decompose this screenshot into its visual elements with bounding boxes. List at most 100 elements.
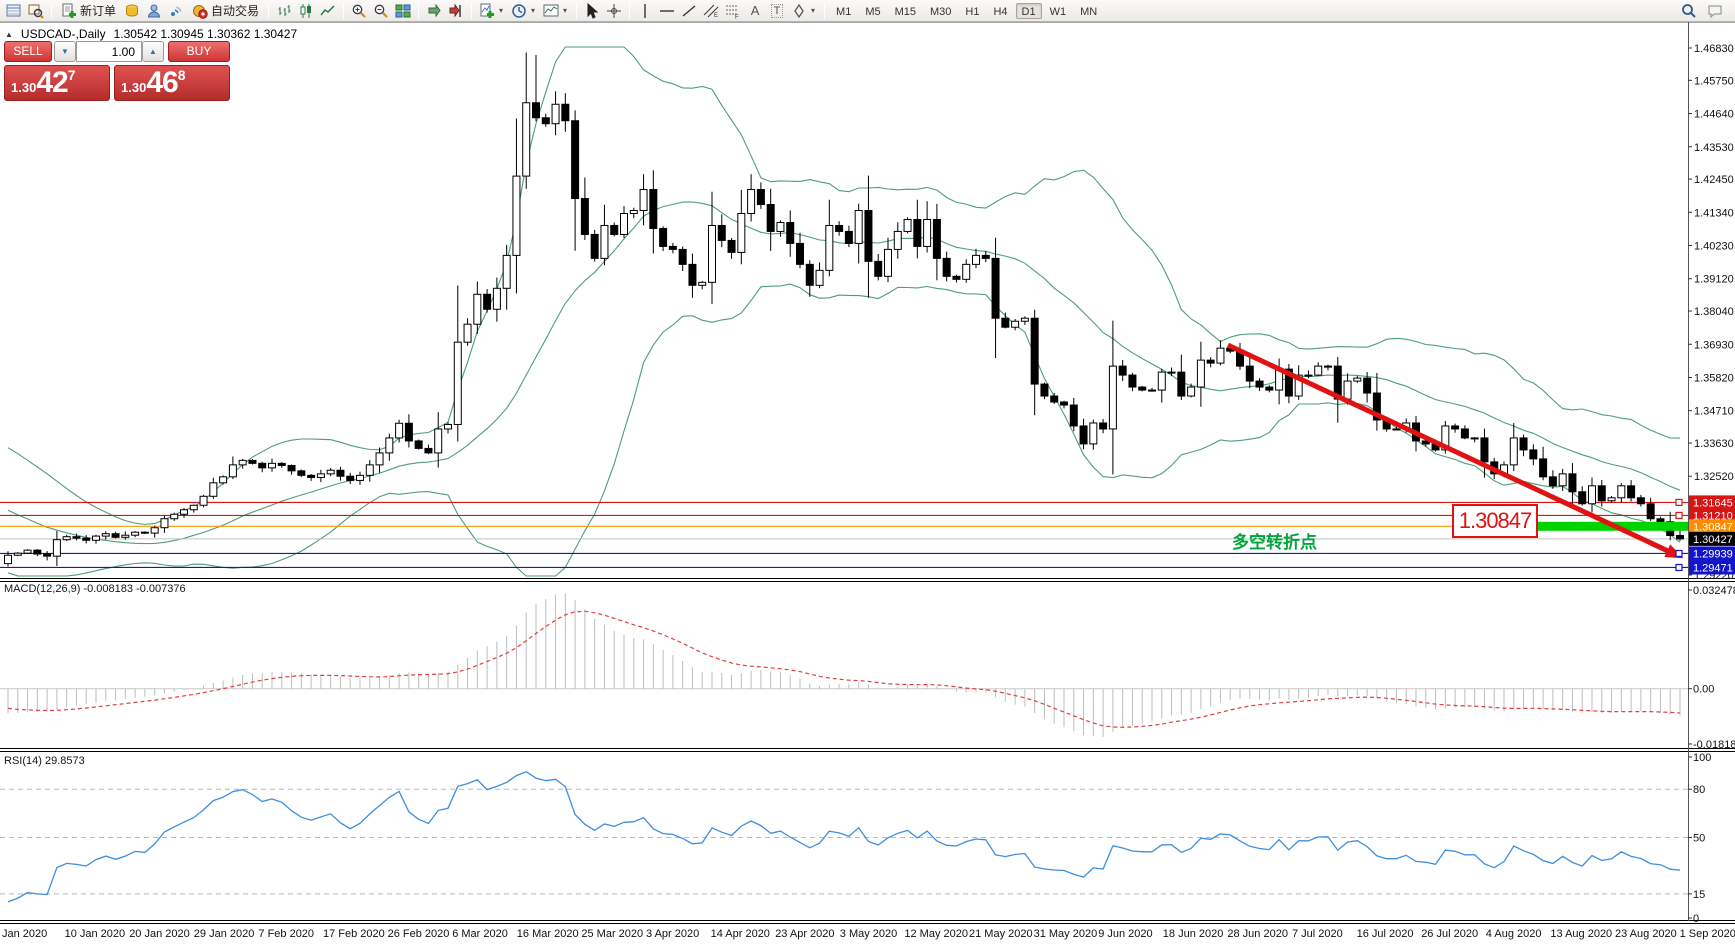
tab-timeframe-m30[interactable]: M30 <box>930 5 952 18</box>
sell-button[interactable]: SELL <box>4 41 52 62</box>
profile-icon[interactable] <box>144 2 164 20</box>
horizontal-line-tool-icon[interactable] <box>657 2 677 20</box>
buy-price-big: 46 <box>146 66 178 99</box>
data-window-icon[interactable] <box>26 2 46 20</box>
date-axis[interactable]: Jan 2020 10 Jan 2020 20 Jan 2020 29 Jan 202… <box>2 928 1735 940</box>
pane-borders <box>0 22 1735 924</box>
tab-timeframe-m5[interactable]: M5 <box>865 5 881 18</box>
equidistant-channel-tool-icon[interactable]: E <box>701 2 721 20</box>
svg-text:1.30427: 1.30427 <box>1693 534 1733 546</box>
symbol-info-bar[interactable]: ▲ USDCAD-,Daily 1.30542 1.30945 1.30362 … <box>5 27 297 41</box>
new-order-button[interactable]: 新订单 <box>57 2 120 20</box>
candlestick-mode-icon[interactable] <box>296 2 316 20</box>
zoom-in-icon[interactable] <box>349 2 369 20</box>
x-date-label: 21 May 2020 <box>969 928 1033 940</box>
macd-signal-line <box>7 610 1681 728</box>
macd-indicator-label: MACD(12,26,9) -0.008183 -0.007376 <box>4 583 186 595</box>
line-chart-mode-icon[interactable] <box>318 2 338 20</box>
text-label-tool-icon[interactable]: T <box>767 2 787 20</box>
trendline-tool-icon[interactable] <box>679 2 699 20</box>
line-handles[interactable] <box>1675 498 1683 572</box>
tab-timeframe-h1[interactable]: H1 <box>965 5 980 18</box>
crosshair-tool-icon[interactable] <box>604 2 624 20</box>
new-order-icon <box>62 3 76 18</box>
price-axis[interactable]: 1.46830 1.45750 1.44640 1.43530 1.42450 1.413… <box>1688 43 1735 582</box>
tab-timeframe-h4[interactable]: H4 <box>993 5 1008 18</box>
toolbar-separator <box>471 2 473 19</box>
auto-scroll-icon[interactable] <box>424 2 444 20</box>
vertical-line-tool-icon[interactable] <box>635 2 655 20</box>
search-icon[interactable] <box>1679 2 1699 20</box>
y-tick-label: 1.39120 <box>1694 274 1734 286</box>
chart-shift-icon[interactable] <box>446 2 466 20</box>
price-label-1.31210: 1.31210 <box>1689 508 1735 523</box>
svg-text:1.29471: 1.29471 <box>1693 562 1733 574</box>
x-date-label: 31 May 2020 <box>1034 928 1098 940</box>
tab-timeframe-d1[interactable]: D1 <box>1015 2 1042 19</box>
text-tool-icon[interactable]: A <box>750 3 760 18</box>
chart-canvas[interactable]: 1.46830 1.45750 1.44640 1.43530 1.42450 1.413… <box>0 22 1735 946</box>
tab-timeframe-m15[interactable]: M15 <box>894 5 916 18</box>
tab-timeframe-m1[interactable]: M1 <box>836 5 852 18</box>
y-tick-label: 1.45750 <box>1694 75 1734 87</box>
tile-windows-icon[interactable] <box>393 2 413 20</box>
sell-price-display[interactable]: 1.30 42 7 <box>4 65 110 101</box>
fibonacci-tool-icon[interactable]: F <box>723 2 743 20</box>
volume-increase-button[interactable]: ▲ <box>142 41 164 62</box>
x-date-label: 7 Feb 2020 <box>258 928 314 940</box>
rsi-tick-label: 100 <box>1693 752 1711 764</box>
toolbar-separator <box>268 2 270 19</box>
rsi-indicator-label: RSI(14) 29.8573 <box>4 755 85 767</box>
x-date-label: 23 Aug 2020 <box>1615 928 1677 940</box>
volume-decrease-button[interactable]: ▼ <box>54 41 76 62</box>
bar-chart-mode-icon[interactable] <box>274 2 294 20</box>
arrows-dropdown-icon[interactable]: ▾ <box>811 6 816 15</box>
history-center-icon[interactable] <box>122 2 142 20</box>
chat-icon[interactable] <box>1705 2 1725 20</box>
price-level-lines[interactable] <box>0 501 1688 569</box>
macd-histogram <box>7 593 1681 737</box>
y-tick-label: 1.42450 <box>1694 174 1734 186</box>
y-tick-label: 1.46830 <box>1694 43 1734 55</box>
price-label-1.30427: 1.30427 <box>1689 531 1735 546</box>
y-tick-label: 1.40230 <box>1694 241 1734 253</box>
svg-text:F: F <box>735 14 739 19</box>
templates-dropdown-icon[interactable]: ▾ <box>563 6 568 15</box>
periods-dropdown-icon[interactable]: ▾ <box>531 6 536 15</box>
x-date-label: 23 Apr 2020 <box>775 928 834 940</box>
indicators-dropdown-icon[interactable]: ▾ <box>499 6 504 15</box>
price-annotation-box[interactable]: 1.30847 <box>1452 504 1538 538</box>
cursor-tool-icon[interactable] <box>582 2 602 20</box>
x-date-label: 26 Jul 2020 <box>1421 928 1478 940</box>
candles <box>4 52 1684 567</box>
indicators-icon[interactable] <box>477 2 497 20</box>
rsi-line <box>7 770 1681 903</box>
tab-timeframe-mn[interactable]: MN <box>1080 5 1098 18</box>
buy-price-display[interactable]: 1.30 46 8 <box>114 65 230 101</box>
turning-point-note[interactable]: 多空转折点 <box>1232 533 1317 552</box>
rsi-tick-label: 0 <box>1693 913 1699 925</box>
svg-text:1.31210: 1.31210 <box>1693 510 1733 522</box>
arrows-tool-icon[interactable] <box>789 2 809 20</box>
x-date-label: 7 Jul 2020 <box>1292 928 1343 940</box>
rsi-level-lines <box>0 788 1688 895</box>
sell-price-pip: 7 <box>67 67 76 83</box>
macd-tick-label: -0.018182 <box>1693 739 1735 751</box>
y-tick-label: 1.44640 <box>1694 109 1734 121</box>
periods-clock-icon[interactable] <box>509 2 529 20</box>
zoom-out-icon[interactable] <box>371 2 391 20</box>
sell-price-prefix: 1.30 <box>11 80 37 95</box>
templates-icon[interactable] <box>541 2 561 20</box>
signals-icon[interactable] <box>166 2 186 20</box>
sell-price-big: 42 <box>36 66 68 99</box>
x-date-label: 17 Feb 2020 <box>323 928 385 940</box>
x-date-label: 3 May 2020 <box>840 928 897 940</box>
auto-trading-button[interactable]: 自动交易 <box>188 2 263 20</box>
volume-input[interactable] <box>76 41 142 62</box>
tab-timeframe-w1[interactable]: W1 <box>1049 5 1067 18</box>
market-watch-icon[interactable] <box>4 2 24 20</box>
buy-price-pip: 8 <box>177 67 186 83</box>
buy-button[interactable]: BUY <box>168 41 230 62</box>
panel-collapse-icon[interactable]: ▲ <box>5 29 13 39</box>
svg-text:1.31645: 1.31645 <box>1693 497 1733 509</box>
